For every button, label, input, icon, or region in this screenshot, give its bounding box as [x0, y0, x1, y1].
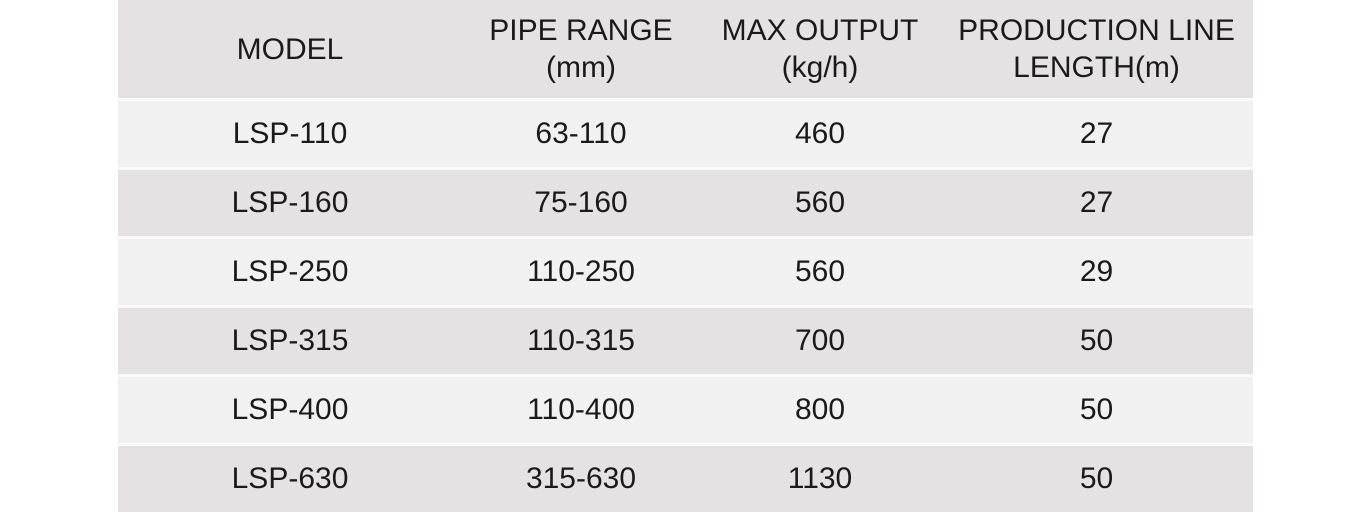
- table-row: LSP-160 75-160 560 27: [118, 167, 1253, 236]
- cell-max-output: 560: [700, 167, 940, 236]
- table-row: LSP-110 63-110 460 27: [118, 98, 1253, 167]
- cell-model: LSP-315: [118, 305, 462, 374]
- cell-max-output: 800: [700, 374, 940, 443]
- cell-pipe-range: 63-110: [462, 98, 700, 167]
- column-header-max-output: MAX OUTPUT (kg/h): [700, 0, 940, 98]
- cell-max-output: 560: [700, 236, 940, 305]
- cell-model: LSP-400: [118, 374, 462, 443]
- cell-pipe-range: 315-630: [462, 443, 700, 512]
- cell-line-length: 29: [940, 236, 1253, 305]
- cell-pipe-range: 110-250: [462, 236, 700, 305]
- table-header: MODEL PIPE RANGE (mm) MAX OUTPUT (kg/h) …: [118, 0, 1253, 98]
- cell-max-output: 1130: [700, 443, 940, 512]
- header-line: PIPE RANGE: [489, 14, 673, 47]
- cell-pipe-range: 110-400: [462, 374, 700, 443]
- cell-line-length: 50: [940, 443, 1253, 512]
- column-header-line-length: PRODUCTION LINE LENGTH(m): [940, 0, 1253, 98]
- cell-line-length: 27: [940, 98, 1253, 167]
- header-line: PRODUCTION LINE: [958, 14, 1235, 47]
- cell-model: LSP-630: [118, 443, 462, 512]
- column-header-pipe-range: PIPE RANGE (mm): [462, 0, 700, 98]
- header-line: (mm): [546, 51, 616, 84]
- cell-model: LSP-250: [118, 236, 462, 305]
- table-row: LSP-630 315-630 1130 50: [118, 443, 1253, 512]
- cell-pipe-range: 75-160: [462, 167, 700, 236]
- cell-line-length: 50: [940, 374, 1253, 443]
- spec-table: MODEL PIPE RANGE (mm) MAX OUTPUT (kg/h) …: [118, 0, 1253, 512]
- cell-pipe-range: 110-315: [462, 305, 700, 374]
- cell-max-output: 700: [700, 305, 940, 374]
- header-line: MODEL: [236, 32, 344, 66]
- header-line: LENGTH(m): [1013, 51, 1180, 84]
- header-line: (kg/h): [781, 51, 859, 84]
- cell-line-length: 50: [940, 305, 1253, 374]
- header-row: MODEL PIPE RANGE (mm) MAX OUTPUT (kg/h) …: [118, 0, 1253, 98]
- header-line: MAX OUTPUT: [721, 14, 919, 47]
- cell-model: LSP-160: [118, 167, 462, 236]
- cell-line-length: 27: [940, 167, 1253, 236]
- cell-max-output: 460: [700, 98, 940, 167]
- table-row: LSP-315 110-315 700 50: [118, 305, 1253, 374]
- column-header-model: MODEL: [118, 0, 462, 98]
- table-body: LSP-110 63-110 460 27 LSP-160 75-160 560…: [118, 98, 1253, 512]
- cell-model: LSP-110: [118, 98, 462, 167]
- table-row: LSP-400 110-400 800 50: [118, 374, 1253, 443]
- table-row: LSP-250 110-250 560 29: [118, 236, 1253, 305]
